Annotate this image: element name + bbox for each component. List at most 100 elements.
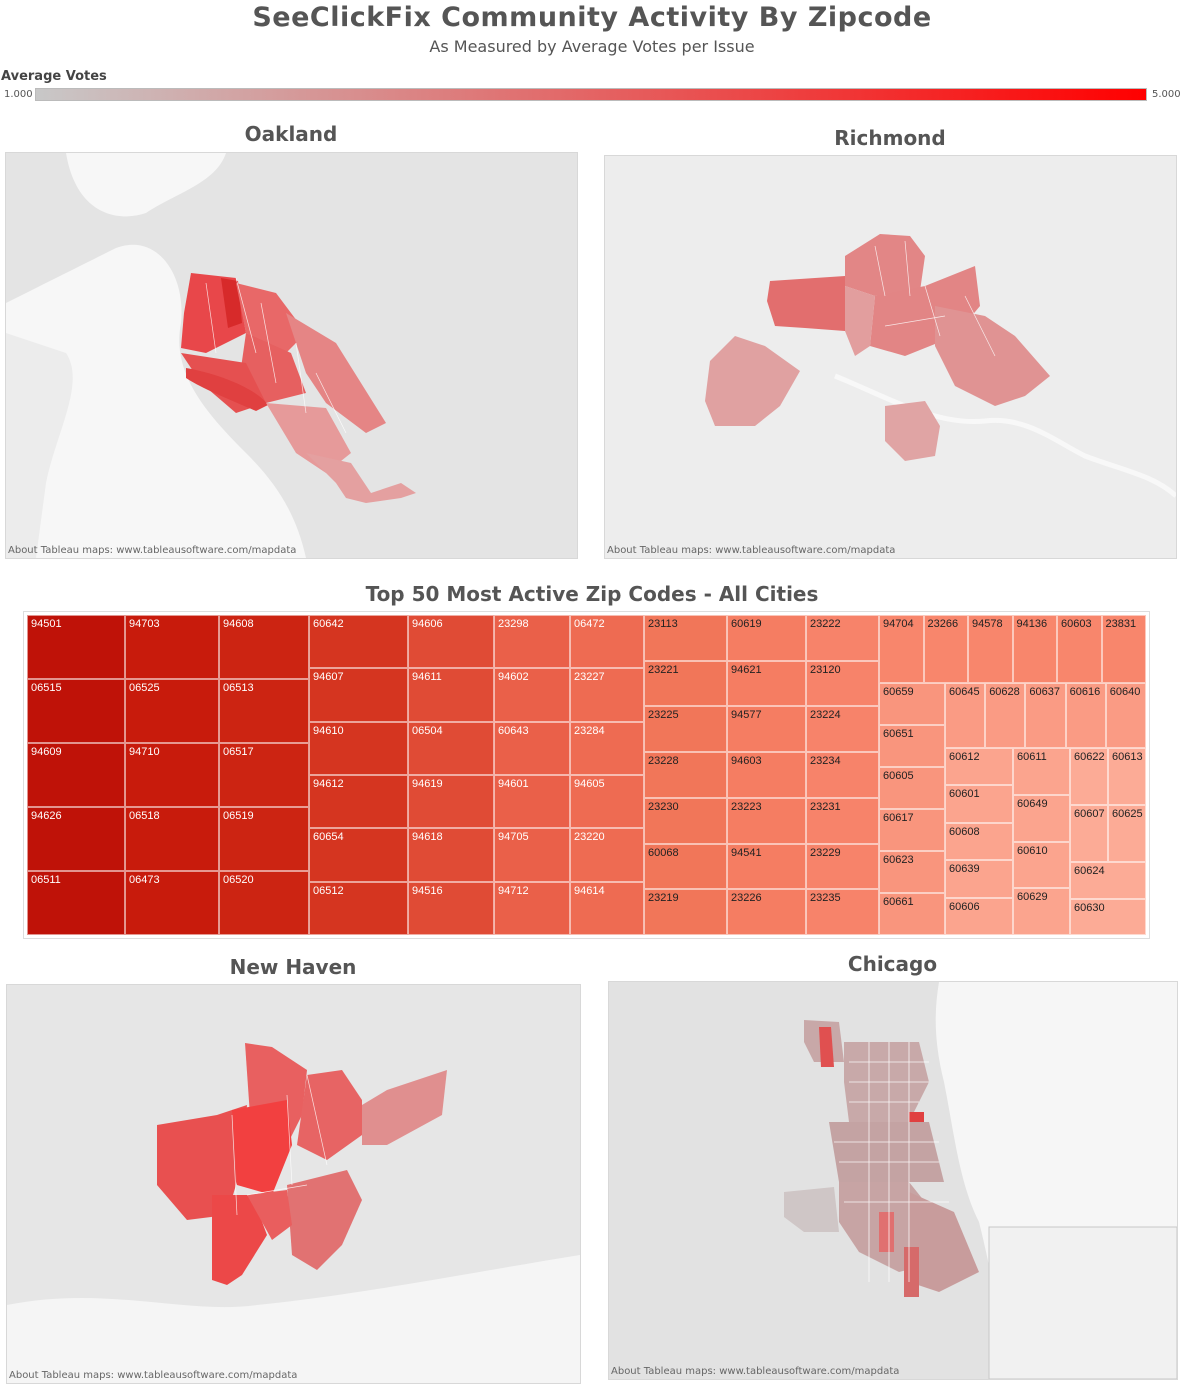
treemap-cell[interactable]: 60645 — [945, 683, 986, 748]
treemap-cell[interactable]: 23221 — [644, 660, 727, 707]
treemap-cell[interactable]: 06473 — [125, 871, 219, 935]
treemap-cell[interactable]: 60661 — [879, 893, 945, 935]
treemap-cell[interactable]: 23266 — [923, 615, 968, 683]
treemap-cell[interactable]: 94601 — [494, 775, 570, 829]
treemap-cell[interactable]: 23298 — [494, 615, 570, 669]
chicago-map[interactable]: About Tableau maps: www.tableausoftware.… — [608, 981, 1178, 1380]
map-credit[interactable]: About Tableau maps: www.tableausoftware.… — [8, 545, 297, 556]
treemap-cell[interactable]: 60603 — [1057, 615, 1102, 683]
treemap-cell[interactable]: 94577 — [727, 706, 806, 753]
treemap-cell[interactable]: 94703 — [125, 615, 219, 679]
treemap-cell[interactable]: 23113 — [644, 615, 727, 661]
treemap-cell[interactable]: 60651 — [879, 725, 945, 767]
treemap-cell[interactable]: 94710 — [125, 743, 219, 807]
oakland-map[interactable]: About Tableau maps: www.tableausoftware.… — [5, 152, 578, 559]
treemap-cell[interactable]: 94712 — [494, 881, 570, 935]
map-credit[interactable]: About Tableau maps: www.tableausoftware.… — [611, 1366, 900, 1377]
treemap-cell[interactable]: 60605 — [879, 767, 945, 809]
treemap-cell[interactable]: 06504 — [408, 721, 494, 775]
treemap-cell[interactable]: 94609 — [27, 743, 125, 807]
treemap-cell[interactable]: 60606 — [945, 897, 1013, 935]
treemap-cell[interactable]: 60642 — [309, 615, 408, 669]
treemap-cell[interactable]: 94501 — [27, 615, 125, 679]
treemap-cell[interactable]: 23228 — [644, 752, 727, 798]
treemap-cell[interactable]: 60625 — [1108, 805, 1146, 862]
treemap-cell[interactable]: 60613 — [1108, 748, 1146, 805]
treemap-cell[interactable]: 06513 — [219, 679, 309, 743]
treemap-cell[interactable]: 94705 — [494, 828, 570, 882]
treemap-cell[interactable]: 23229 — [806, 843, 879, 890]
treemap-cell[interactable]: 94541 — [727, 843, 806, 890]
treemap-cell[interactable]: 60623 — [879, 851, 945, 893]
treemap-cell[interactable]: 23231 — [806, 797, 879, 844]
treemap-cell[interactable]: 06517 — [219, 743, 309, 807]
treemap-cell[interactable]: 23222 — [806, 615, 879, 661]
treemap-cell[interactable]: 60619 — [727, 615, 806, 661]
treemap-cell[interactable]: 06520 — [219, 871, 309, 935]
treemap-cell[interactable]: 60611 — [1013, 748, 1070, 795]
treemap-cell[interactable]: 94516 — [408, 881, 494, 935]
treemap-cell[interactable]: 60640 — [1105, 683, 1146, 748]
treemap-cell[interactable]: 06515 — [27, 679, 125, 743]
treemap-cell[interactable]: 60649 — [1013, 794, 1070, 842]
treemap-cell[interactable]: 60607 — [1070, 805, 1108, 862]
treemap-cell[interactable]: 60630 — [1070, 898, 1146, 935]
treemap-cell[interactable]: 23225 — [644, 706, 727, 753]
treemap-cell[interactable]: 06525 — [125, 679, 219, 743]
treemap-cell[interactable]: 23227 — [570, 668, 644, 722]
treemap-cell[interactable]: 60612 — [945, 748, 1013, 786]
treemap-cell[interactable]: 23120 — [806, 660, 879, 707]
treemap-cell[interactable]: 23223 — [727, 797, 806, 844]
treemap-cell[interactable]: 94626 — [27, 807, 125, 871]
treemap-cell[interactable]: 60654 — [309, 828, 408, 882]
treemap-cell[interactable]: 94602 — [494, 668, 570, 722]
treemap-cell[interactable]: 60616 — [1065, 683, 1106, 748]
treemap-cell[interactable]: 06511 — [27, 871, 125, 935]
treemap-cell[interactable]: 94619 — [408, 775, 494, 829]
treemap-cell[interactable]: 94605 — [570, 775, 644, 829]
treemap-cell[interactable]: 60608 — [945, 822, 1013, 861]
treemap-cell[interactable]: 94606 — [408, 615, 494, 669]
treemap-cell[interactable]: 94607 — [309, 668, 408, 722]
treemap-cell[interactable]: 94618 — [408, 828, 494, 882]
treemap-cell[interactable]: 23235 — [806, 889, 879, 935]
treemap-cell[interactable]: 94603 — [727, 752, 806, 798]
treemap-cell[interactable]: 60629 — [1013, 888, 1070, 935]
treemap-cell[interactable]: 60610 — [1013, 841, 1070, 889]
treemap-cell[interactable]: 94611 — [408, 668, 494, 722]
treemap-cell[interactable]: 94621 — [727, 660, 806, 707]
treemap-cell[interactable]: 23220 — [570, 828, 644, 882]
treemap-cell[interactable]: 94704 — [879, 615, 924, 683]
map-credit[interactable]: About Tableau maps: www.tableausoftware.… — [607, 545, 896, 556]
treemap-cell[interactable]: 23224 — [806, 706, 879, 753]
treemap-cell[interactable]: 60617 — [879, 809, 945, 851]
richmond-map[interactable]: About Tableau maps: www.tableausoftware.… — [604, 155, 1177, 559]
treemap-cell[interactable]: 60639 — [945, 860, 1013, 898]
treemap-cell[interactable]: 23226 — [727, 889, 806, 935]
treemap-cell[interactable]: 60624 — [1070, 862, 1146, 899]
treemap-cell[interactable]: 23831 — [1101, 615, 1146, 683]
treemap-cell[interactable]: 60659 — [879, 683, 945, 725]
treemap-cell[interactable]: 06518 — [125, 807, 219, 871]
treemap-cell[interactable]: 60068 — [644, 843, 727, 890]
treemap-cell[interactable]: 94614 — [570, 881, 644, 935]
treemap-cell[interactable]: 60637 — [1025, 683, 1066, 748]
treemap-cell[interactable]: 06512 — [309, 881, 408, 935]
map-credit[interactable]: About Tableau maps: www.tableausoftware.… — [9, 1370, 298, 1381]
treemap-cell[interactable]: 60601 — [945, 785, 1013, 823]
treemap-cell[interactable]: 23234 — [806, 752, 879, 798]
new-haven-map[interactable]: About Tableau maps: www.tableausoftware.… — [6, 984, 581, 1384]
treemap-cell[interactable]: 94136 — [1012, 615, 1057, 683]
treemap-cell[interactable]: 94578 — [968, 615, 1013, 683]
treemap-cell[interactable]: 06472 — [570, 615, 644, 669]
treemap-cell[interactable]: 94612 — [309, 775, 408, 829]
treemap-cell[interactable]: 94608 — [219, 615, 309, 679]
treemap-cell[interactable]: 23284 — [570, 721, 644, 775]
treemap-cell[interactable]: 60643 — [494, 721, 570, 775]
treemap-cell[interactable]: 94610 — [309, 721, 408, 775]
treemap-cell[interactable]: 23219 — [644, 889, 727, 935]
treemap-cell[interactable]: 06519 — [219, 807, 309, 871]
treemap-cell[interactable]: 23230 — [644, 797, 727, 844]
treemap-cell[interactable]: 60622 — [1070, 748, 1108, 805]
treemap-cell[interactable]: 60628 — [985, 683, 1026, 748]
